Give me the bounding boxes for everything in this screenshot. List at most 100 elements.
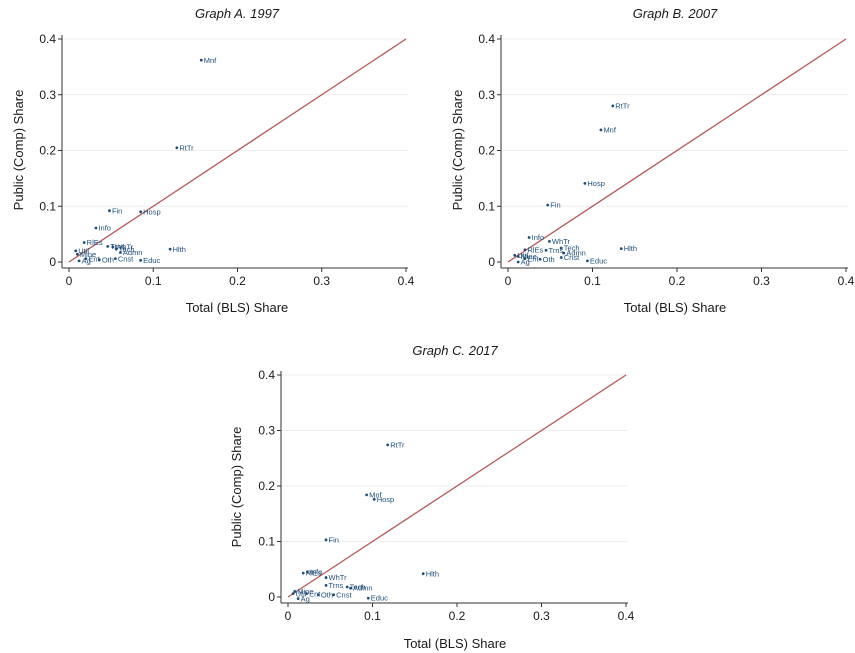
point-label-mine: Mine <box>80 250 96 259</box>
y-tick-label: 0.2 <box>258 479 275 493</box>
y-tick-label: 0.4 <box>258 368 275 382</box>
x-tick-label: 0.1 <box>364 609 381 623</box>
x-tick-label: 0 <box>285 609 292 623</box>
point-label-mnf: Mnf <box>204 56 217 65</box>
x-tick-label: 0.1 <box>145 274 162 288</box>
point-label-whtr: WhTr <box>552 237 571 246</box>
point-label-cnst: Cnst <box>336 590 352 599</box>
point-label-mine: Mine <box>521 252 537 261</box>
data-point-oth <box>317 593 320 597</box>
point-label-whtr: WhTr <box>115 243 134 252</box>
point-label-cnst: Cnst <box>564 253 580 262</box>
data-point-admn <box>349 586 352 590</box>
y-tick-label: 0 <box>488 255 495 269</box>
y-tick-label: 0.3 <box>478 88 495 102</box>
point-label-rles: RlEs <box>87 238 103 247</box>
chart-title: Graph A. 1997 <box>195 6 280 21</box>
x-axis-label: Total (BLS) Share <box>624 300 727 315</box>
point-label-fin: Fin <box>550 201 560 210</box>
y-tick-label: 0.3 <box>258 424 275 438</box>
reference-line-45-degree <box>507 38 847 263</box>
chart-title: Graph C. 2017 <box>412 343 498 358</box>
data-point-mine <box>76 252 79 256</box>
y-axis-label: Public (Comp) Share <box>11 90 26 211</box>
data-point-mnf <box>199 58 203 62</box>
chart-title: Graph B. 2007 <box>633 6 718 21</box>
data-point-oth <box>538 257 542 261</box>
data-point-cnst <box>559 256 563 259</box>
data-point-educ <box>139 258 143 262</box>
point-label-hlth: Hlth <box>624 244 637 253</box>
point-label-info: Info <box>98 224 111 233</box>
point-label-mnf: Mnf <box>603 125 616 134</box>
point-label-rles: RlEs <box>306 569 322 578</box>
x-axis-label: Total (BLS) Share <box>404 636 507 651</box>
data-point-fin <box>108 209 111 213</box>
point-label-trns: Trns <box>110 242 125 251</box>
data-point-ent <box>523 257 527 261</box>
point-label-hosp: Hosp <box>143 207 161 216</box>
reference-line-45-degree <box>68 38 407 263</box>
data-point-educ <box>586 259 589 263</box>
data-point-rttr <box>386 443 390 447</box>
x-tick-label: 0 <box>66 274 73 288</box>
data-point-hlth <box>619 247 623 251</box>
point-label-hlth: Hlth <box>426 569 439 578</box>
data-point-mine <box>293 590 297 593</box>
data-point-ag <box>516 260 520 264</box>
data-point-mine <box>516 255 520 258</box>
point-label-ent: Ent <box>309 589 321 598</box>
y-axis-label: Public (Comp) Share <box>450 90 465 211</box>
data-point-cnst <box>113 257 117 261</box>
data-point-rles <box>523 248 527 252</box>
point-label-rttr: RtTr <box>179 143 194 152</box>
data-point-util <box>291 592 295 596</box>
x-tick-label: 0.2 <box>449 609 466 623</box>
x-tick-label: 0.2 <box>669 274 686 288</box>
chart-panel-2: 0 0.1 0.2 0.3 0.4 0 0.1 0.2 0.3 0.4 RtTr Mnf Hosp Fin… <box>450 6 855 315</box>
point-label-rttr: RtTr <box>615 102 630 111</box>
point-label-fin: Fin <box>329 535 339 544</box>
data-point-trns <box>324 583 328 587</box>
point-label-fin: Fin <box>112 206 122 215</box>
point-label-tech: Tech <box>350 583 366 592</box>
data-point-tech <box>345 585 349 589</box>
point-label-hlth: Hlth <box>173 245 186 254</box>
y-tick-label: 0 <box>268 590 275 604</box>
point-label-oth: Oth <box>321 590 333 599</box>
point-label-mnf: Mnf <box>369 490 382 499</box>
data-point-rles <box>82 241 86 244</box>
data-point-trns <box>106 244 110 248</box>
data-point-hlth <box>421 572 425 576</box>
point-label-admn: Admn <box>566 249 586 258</box>
data-point-info <box>306 570 309 574</box>
point-label-mine: Mine <box>297 587 313 596</box>
data-point-tech <box>114 247 118 251</box>
data-point-oth <box>97 258 101 262</box>
data-point-ent <box>305 592 308 596</box>
point-label-ag: Ag <box>82 256 91 265</box>
x-tick-label: 0.4 <box>398 274 415 288</box>
data-point-mnf <box>365 493 368 497</box>
point-label-ag: Ag <box>301 594 310 603</box>
point-label-util: Util <box>78 246 89 255</box>
data-point-educ <box>366 596 370 600</box>
data-point-hosp <box>139 210 143 214</box>
x-tick-label: 0.2 <box>229 274 246 288</box>
point-label-ag: Ag <box>521 258 530 267</box>
point-label-educ: Educ <box>371 594 388 603</box>
y-tick-label: 0.1 <box>478 199 495 213</box>
x-tick-label: 0.1 <box>584 274 601 288</box>
data-point-whtr <box>548 239 551 243</box>
point-label-util: Util <box>517 251 528 260</box>
chart-panel-1: 0 0.1 0.2 0.3 0.4 0 0.1 0.2 0.3 0.4 Mnf RtTr Hosp Fin… <box>11 6 415 315</box>
x-tick-label: 0 <box>505 274 512 288</box>
data-point-whtr <box>111 245 115 249</box>
data-point-info <box>94 226 98 230</box>
data-point-tech <box>559 246 563 250</box>
y-tick-label: 0 <box>49 255 56 269</box>
point-label-trns: Trns <box>329 581 344 590</box>
point-label-whtr: WhTr <box>329 573 348 582</box>
x-tick-label: 0.3 <box>753 274 770 288</box>
